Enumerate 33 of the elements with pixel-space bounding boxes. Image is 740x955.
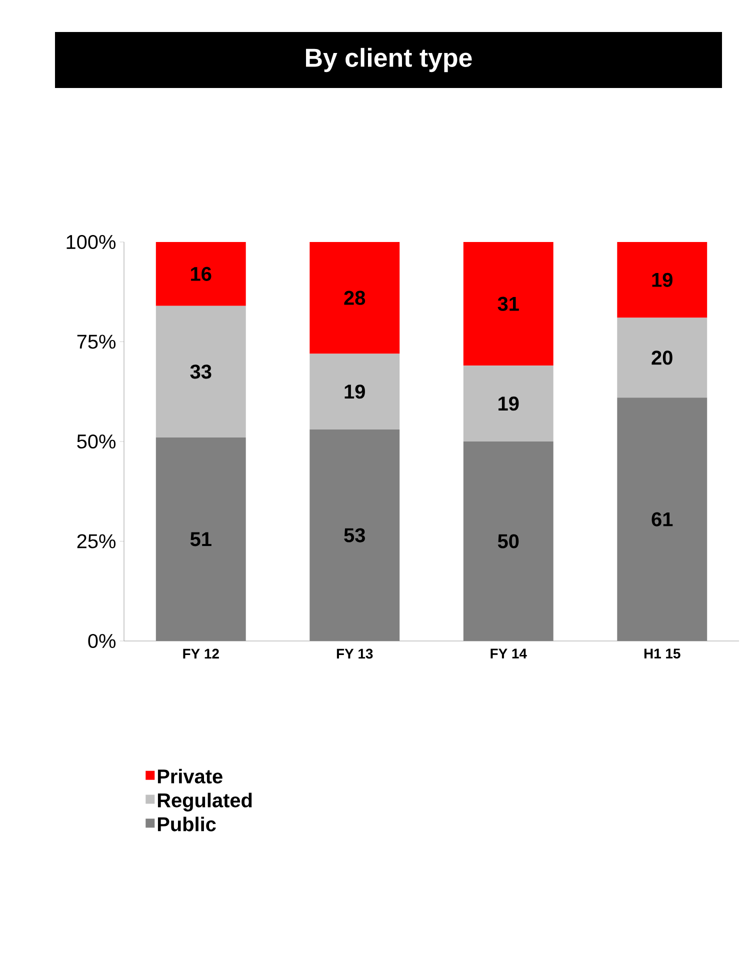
data-label: 16 — [191, 266, 212, 281]
bar — [617, 318, 708, 398]
data-label: 50 — [498, 534, 519, 548]
bar — [310, 354, 400, 430]
bar — [310, 242, 400, 354]
legend-label: Regulated — [158, 792, 252, 812]
y-tick-label: 50% — [77, 434, 116, 449]
y-tick-label: 75% — [77, 334, 116, 349]
y-tick-label: 100% — [66, 234, 116, 250]
chart-title: By client type — [306, 48, 472, 72]
x-tick-label: FY 12 — [183, 648, 219, 658]
bar — [463, 366, 554, 442]
x-tick-label: FY 13 — [336, 648, 373, 659]
bar — [463, 242, 554, 366]
x-tick-label: H1 15 — [644, 648, 680, 658]
y-tick-label: 25% — [77, 534, 116, 548]
y-tick-label: 0% — [88, 634, 116, 648]
legend-label: Private — [158, 768, 222, 784]
data-label: 20 — [652, 350, 672, 365]
legend-label: Public — [158, 816, 216, 832]
data-label: 19 — [652, 272, 672, 287]
data-label: 28 — [344, 290, 366, 305]
data-label: 51 — [190, 532, 212, 546]
bar — [617, 242, 708, 318]
bar — [156, 306, 246, 438]
data-label: 53 — [344, 528, 365, 542]
data-label: 31 — [498, 296, 519, 311]
data-label: 61 — [652, 512, 673, 526]
data-label: 19 — [498, 396, 519, 411]
x-tick-label: FY 14 — [490, 648, 527, 658]
data-label: 19 — [344, 384, 365, 399]
bar — [156, 242, 246, 306]
data-label: 33 — [190, 364, 212, 379]
